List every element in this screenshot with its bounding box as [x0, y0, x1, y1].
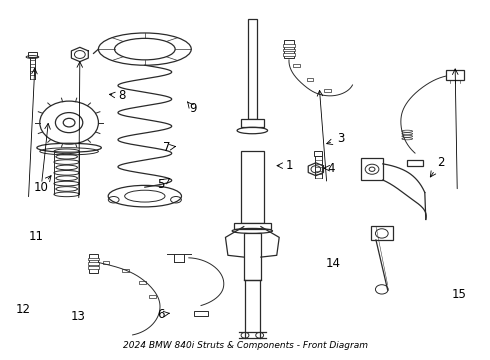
Bar	[446, 70, 464, 80]
Bar	[371, 226, 392, 240]
Bar	[283, 53, 295, 55]
Bar	[234, 223, 270, 229]
Bar	[149, 295, 156, 298]
Text: 15: 15	[452, 288, 466, 301]
Text: 2: 2	[437, 156, 444, 168]
Text: 14: 14	[325, 257, 341, 270]
Bar	[88, 258, 99, 260]
Bar	[140, 281, 146, 284]
Bar	[361, 158, 383, 180]
Text: 11: 11	[28, 230, 44, 243]
Bar	[241, 151, 264, 223]
Text: 3: 3	[338, 132, 345, 145]
Text: 2024 BMW 840i Struts & Components - Front Diagram: 2024 BMW 840i Struts & Components - Fron…	[122, 341, 368, 350]
Bar	[324, 89, 331, 92]
Text: 6: 6	[157, 308, 165, 321]
Text: 5: 5	[157, 178, 165, 191]
Bar	[89, 254, 98, 273]
Text: 4: 4	[328, 162, 335, 175]
Text: 13: 13	[71, 310, 85, 324]
Bar	[241, 119, 264, 127]
Bar	[27, 52, 37, 57]
Bar	[88, 266, 99, 269]
Bar	[88, 262, 99, 265]
Bar	[283, 44, 295, 47]
Bar	[248, 19, 257, 119]
Bar	[122, 269, 129, 272]
Text: 10: 10	[33, 181, 48, 194]
Bar	[103, 261, 109, 264]
Text: 7: 7	[163, 141, 171, 154]
Text: 12: 12	[16, 303, 31, 316]
Bar	[407, 160, 423, 166]
Bar	[307, 78, 313, 81]
Text: 1: 1	[285, 159, 293, 172]
Bar	[284, 40, 294, 58]
Text: 8: 8	[118, 89, 125, 102]
Bar	[194, 311, 208, 316]
Bar	[315, 151, 322, 156]
Bar	[283, 49, 295, 51]
Bar	[244, 233, 261, 280]
Text: 9: 9	[189, 102, 196, 115]
Bar	[294, 64, 300, 67]
